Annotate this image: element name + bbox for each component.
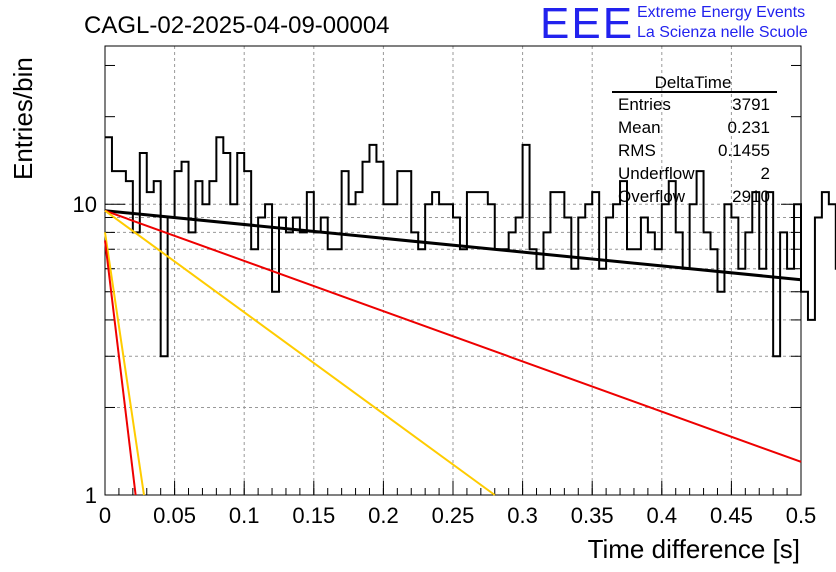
x-tick-label: 0.3 (507, 503, 538, 528)
x-tick-label: 0.4 (647, 503, 678, 528)
stats-label: Entries (618, 95, 671, 114)
x-axis-label: Time difference [s] (588, 534, 800, 564)
x-tick-label: 0 (99, 503, 111, 528)
x-tick-labels: 0 0.05 0.1 0.15 0.2 0.25 0.3 0.35 0.4 0.45 0.5 (99, 503, 816, 528)
x-tick-label: 0.35 (571, 503, 614, 528)
fit-line (104, 209, 802, 463)
grid-lines (105, 46, 801, 495)
fit-line (104, 209, 496, 496)
stats-value: 2910 (732, 187, 770, 206)
fit-lines (104, 209, 802, 496)
x-tick-label: 0.05 (153, 503, 196, 528)
stats-value: 2 (761, 164, 770, 183)
y-tick-label: 1 (85, 483, 97, 508)
stats-label: Overflow (618, 187, 686, 206)
x-tick-label: 0.25 (432, 503, 475, 528)
histogram-series (105, 136, 836, 358)
y-tick-label: 10 (73, 192, 97, 217)
fit-line (104, 232, 145, 496)
x-tick-label: 0.45 (710, 503, 753, 528)
logo-line-1: Extreme Energy Events (637, 4, 806, 21)
y-tick-labels: 1 10 (73, 192, 97, 508)
x-tick-label: 0.5 (786, 503, 817, 528)
stats-value: 0.231 (727, 118, 770, 137)
stats-box: DeltaTime Entries 3791 Mean 0.231 RMS 0.1455 U… (612, 73, 777, 206)
x-tick-label: 0.2 (368, 503, 399, 528)
stats-label: RMS (618, 141, 656, 160)
x-tick-label: 0.1 (229, 503, 260, 528)
stats-box-title: DeltaTime (655, 73, 732, 92)
stats-rows: Entries 3791 Mean 0.231 RMS 0.1455 Underflow 2 O… (618, 95, 770, 206)
stats-label: Mean (618, 118, 661, 137)
fit-line (104, 209, 802, 282)
stats-value: 3791 (732, 95, 770, 114)
stats-label: Underflow (618, 164, 695, 183)
eee-logo: EEE (540, 0, 635, 48)
x-tick-label: 0.15 (292, 503, 335, 528)
chart-title: CAGL-02-2025-04-09-00004 (84, 12, 390, 39)
y-axis-label: Entries/bin (8, 57, 38, 180)
logo-line-2: La Scienza nelle Scuole (637, 24, 808, 41)
stats-value: 0.1455 (718, 141, 770, 160)
fit-line (104, 240, 137, 496)
